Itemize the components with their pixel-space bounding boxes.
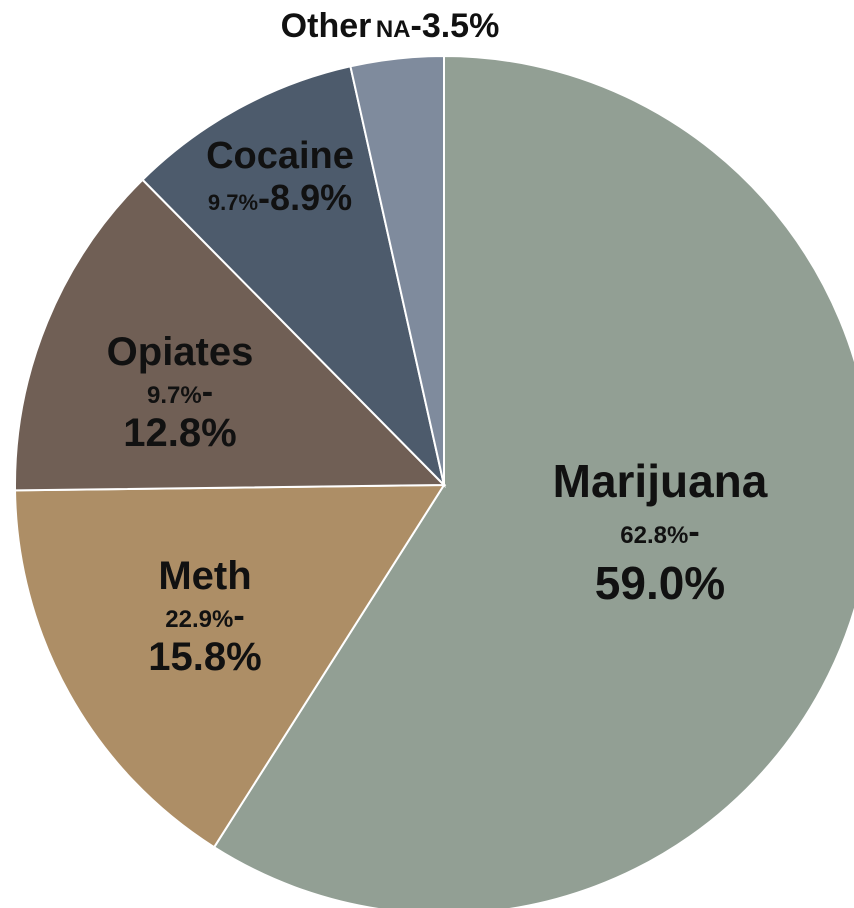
label-cocaine-cur: -8.9% [258,176,353,218]
label-other-name: Other [280,7,372,45]
pie-slice-meth [14,483,446,849]
pie-slice-cocaine [141,65,446,489]
label-opiates-name: Opiates [106,330,254,374]
pie-slice-opiates [14,178,447,492]
label-other-prev: NA [375,16,411,43]
label-meth-name: Meth [158,554,252,598]
label-other-cur: -3.5% [410,7,500,45]
label-opiates: Opiates 9.7%- 12.8% [70,330,290,455]
label-marijuana-prev: 62.8% [620,521,689,549]
label-opiates-cur: 12.8% [123,411,237,456]
label-marijuana-dash: - [688,512,700,551]
label-meth-cur: 15.8% [148,635,262,680]
pie-slice-other [349,54,445,486]
label-opiates-prev: 9.7% [146,382,202,409]
label-meth: Meth 22.9%- 15.8% [100,554,310,679]
label-cocaine-prev: 9.7% [207,189,259,215]
label-meth-dash: - [233,597,245,635]
label-marijuana-name: Marijuana [552,455,768,507]
label-other: Other NA-3.5% [0,7,780,45]
label-cocaine: Cocaine 9.7%-8.9% [180,135,380,218]
label-marijuana: Marijuana 62.8%- 59.0% [520,456,800,609]
label-opiates-dash: - [201,373,214,411]
label-marijuana-cur: 59.0% [594,557,726,610]
pie-slice-marijuana [212,54,854,908]
label-cocaine-name: Cocaine [206,135,354,177]
label-meth-prev: 22.9% [165,606,234,633]
